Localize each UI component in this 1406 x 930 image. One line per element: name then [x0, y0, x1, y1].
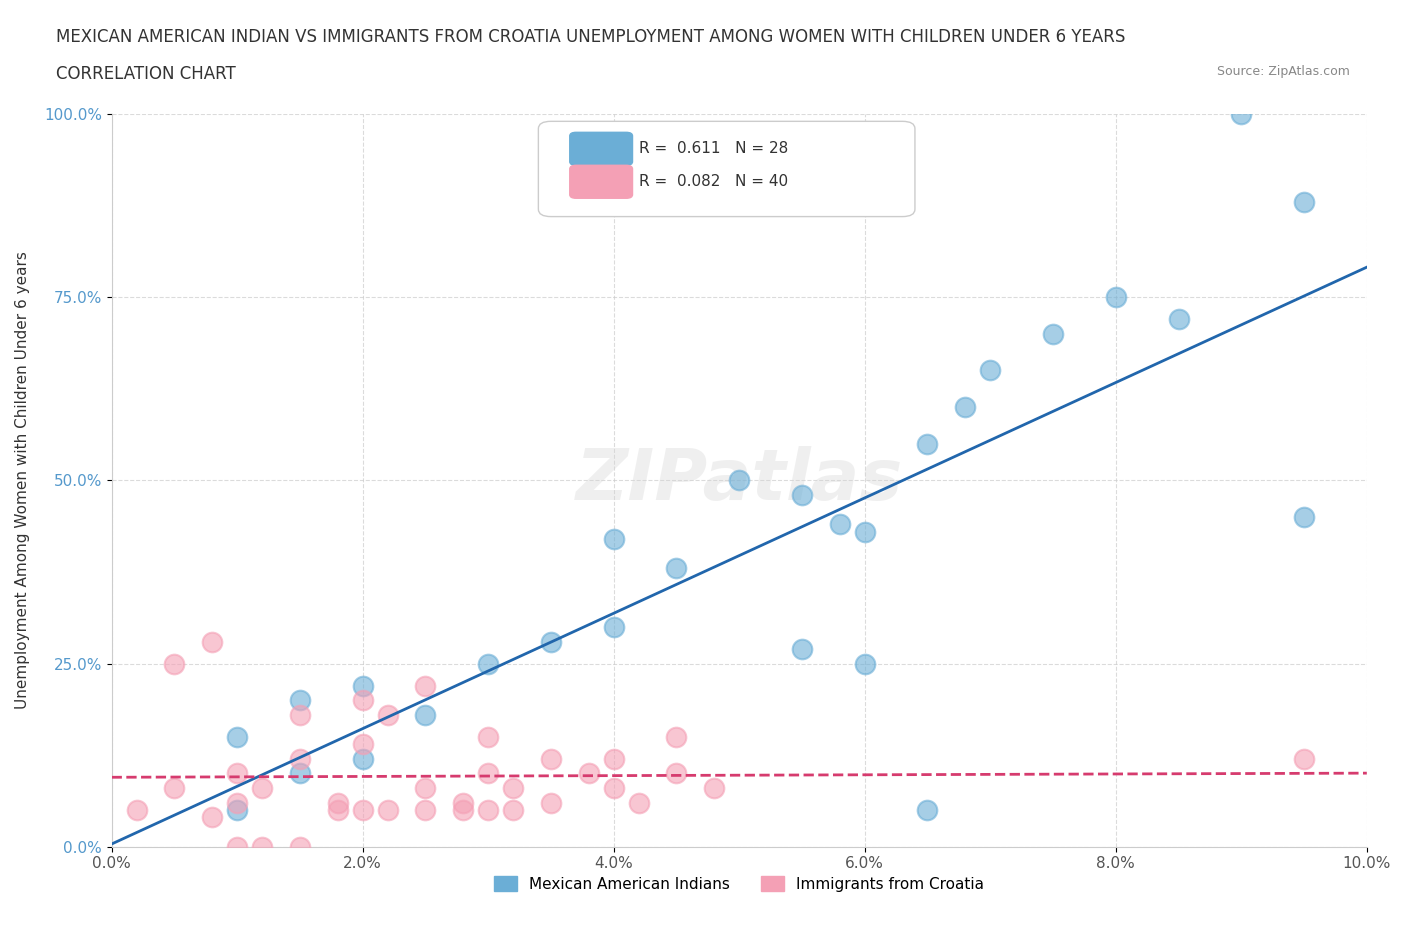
Point: [917, 803, 939, 817]
Point: [1230, 107, 1253, 122]
Point: [252, 839, 274, 854]
Point: [226, 766, 249, 781]
Point: [828, 517, 851, 532]
Point: [1292, 510, 1315, 525]
FancyBboxPatch shape: [538, 121, 915, 217]
Point: [326, 803, 349, 817]
Point: [352, 693, 374, 708]
Point: [415, 803, 437, 817]
Point: [451, 795, 474, 810]
Point: [163, 780, 186, 795]
Text: Source: ZipAtlas.com: Source: ZipAtlas.com: [1216, 65, 1350, 78]
Point: [352, 737, 374, 751]
Point: [352, 803, 374, 817]
Point: [703, 780, 725, 795]
Point: [665, 561, 688, 576]
Point: [979, 363, 1001, 378]
Point: [540, 795, 562, 810]
Point: [415, 708, 437, 723]
Legend: Mexican American Indians, Immigrants from Croatia: Mexican American Indians, Immigrants fro…: [488, 870, 990, 897]
Point: [226, 795, 249, 810]
Point: [602, 751, 624, 766]
Point: [602, 532, 624, 547]
Text: CORRELATION CHART: CORRELATION CHART: [56, 65, 236, 83]
Point: [665, 729, 688, 744]
Point: [602, 619, 624, 634]
Text: R =  0.082   N = 40: R = 0.082 N = 40: [638, 174, 787, 190]
Point: [602, 780, 624, 795]
Point: [790, 642, 813, 657]
Point: [477, 657, 499, 671]
Point: [326, 795, 349, 810]
Point: [226, 729, 249, 744]
Point: [288, 766, 311, 781]
Point: [578, 766, 600, 781]
Point: [665, 766, 688, 781]
Point: [540, 634, 562, 649]
Point: [853, 525, 876, 539]
Point: [477, 766, 499, 781]
Point: [627, 795, 650, 810]
Point: [728, 473, 751, 488]
Point: [1042, 326, 1064, 341]
Point: [288, 839, 311, 854]
Point: [201, 810, 224, 825]
Point: [1105, 290, 1128, 305]
Point: [1292, 751, 1315, 766]
Point: [415, 678, 437, 693]
Point: [451, 803, 474, 817]
FancyBboxPatch shape: [569, 166, 633, 198]
Point: [540, 751, 562, 766]
Point: [790, 487, 813, 502]
Point: [415, 780, 437, 795]
Point: [477, 729, 499, 744]
Text: ZIPatlas: ZIPatlas: [575, 445, 903, 515]
Point: [125, 803, 148, 817]
Text: R =  0.611   N = 28: R = 0.611 N = 28: [638, 141, 787, 156]
Point: [252, 780, 274, 795]
Point: [352, 751, 374, 766]
Point: [502, 803, 524, 817]
Point: [1167, 312, 1189, 326]
Point: [288, 708, 311, 723]
Point: [477, 803, 499, 817]
Point: [917, 436, 939, 451]
Point: [853, 657, 876, 671]
Point: [502, 780, 524, 795]
Point: [1292, 194, 1315, 209]
Point: [377, 708, 399, 723]
Point: [352, 678, 374, 693]
Point: [288, 693, 311, 708]
Point: [226, 803, 249, 817]
Point: [226, 839, 249, 854]
Y-axis label: Unemployment Among Women with Children Under 6 years: Unemployment Among Women with Children U…: [15, 251, 30, 710]
FancyBboxPatch shape: [569, 132, 633, 166]
Point: [288, 751, 311, 766]
Point: [953, 400, 976, 415]
Point: [201, 634, 224, 649]
Text: MEXICAN AMERICAN INDIAN VS IMMIGRANTS FROM CROATIA UNEMPLOYMENT AMONG WOMEN WITH: MEXICAN AMERICAN INDIAN VS IMMIGRANTS FR…: [56, 28, 1126, 46]
Point: [163, 657, 186, 671]
Point: [377, 803, 399, 817]
